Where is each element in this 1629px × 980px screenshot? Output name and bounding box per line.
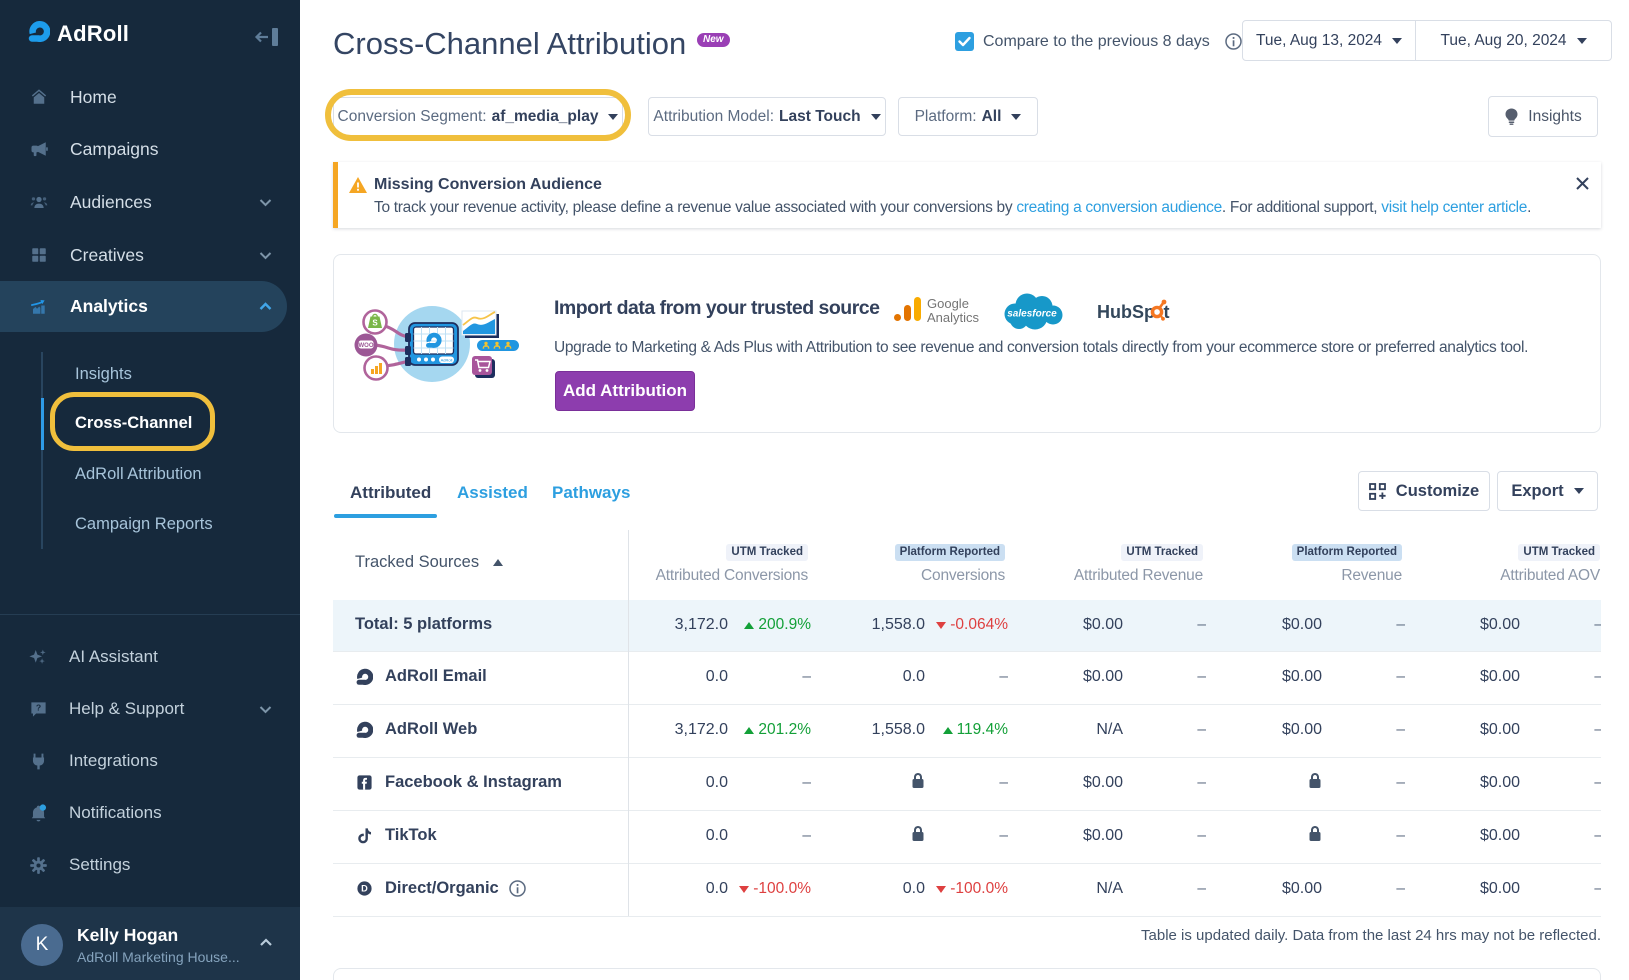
svg-text:AdRoll: AdRoll — [441, 358, 453, 363]
svg-text:t: t — [1164, 302, 1170, 322]
svg-text:?: ? — [36, 702, 41, 712]
svg-text:Analytics: Analytics — [927, 310, 980, 325]
svg-text:D: D — [361, 884, 368, 894]
svg-text:S: S — [372, 319, 378, 328]
svg-text:HubSp: HubSp — [1097, 302, 1155, 322]
svg-text:WOO: WOO — [359, 343, 374, 349]
svg-text:Google: Google — [927, 296, 969, 311]
svg-text:salesforce: salesforce — [1007, 309, 1057, 320]
